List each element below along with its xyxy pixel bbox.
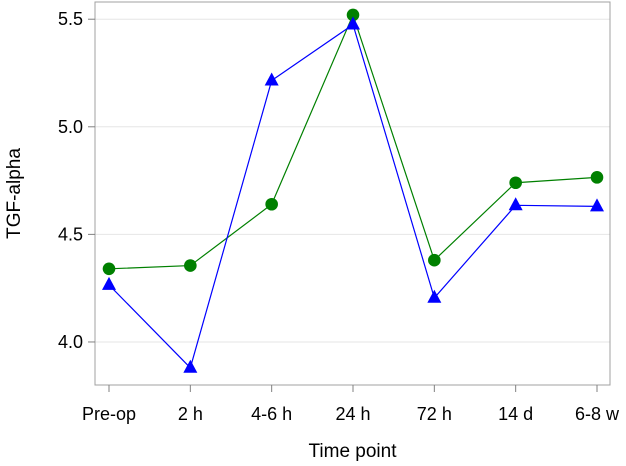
data-point-triangle: [590, 198, 604, 212]
data-point-circle: [184, 259, 197, 272]
data-point-circle: [428, 253, 441, 267]
series-layer: [102, 8, 604, 373]
y-tick-label: 5.0: [58, 117, 83, 137]
x-tick-label: 2 h: [178, 404, 203, 424]
data-point-circle: [590, 171, 604, 184]
data-point-circle: [265, 197, 278, 211]
data-point-triangle: [102, 276, 116, 290]
x-tick-label: 24 h: [335, 404, 370, 424]
x-tick-label: Pre-op: [82, 404, 136, 424]
x-tick-label: 4-6 h: [251, 404, 292, 424]
data-point-circle: [509, 176, 522, 190]
y-tick-label: 4.0: [58, 332, 83, 352]
data-point-triangle: [427, 289, 442, 303]
data-point-triangle: [346, 16, 360, 30]
series-1: [102, 8, 604, 276]
series-line: [108, 13, 598, 270]
data-point-triangle: [264, 72, 279, 86]
series-line: [108, 23, 598, 369]
y-axis-title: TGF-alpha: [4, 148, 25, 239]
data-point-triangle: [508, 197, 523, 211]
x-axis-title: Time point: [309, 441, 398, 461]
x-tick-label: 72 h: [417, 404, 452, 424]
data-point-triangle: [183, 359, 198, 373]
y-axis: 4.0 4.5 5.0 5.5: [58, 9, 95, 352]
series-2: [102, 16, 604, 373]
gridlines: [95, 18, 610, 343]
y-tick-label: 4.5: [58, 224, 83, 244]
data-point-circle: [102, 262, 116, 276]
x-axis: Pre-op 2 h 4-6 h 24 h 72 h 14 d 6-8 w: [82, 385, 620, 424]
x-tick-label: 14 d: [498, 404, 533, 424]
data-point-circle: [346, 8, 360, 22]
plot-area-frame: [94, 1, 611, 386]
y-tick-label: 5.5: [58, 9, 83, 29]
x-tick-label: 6-8 w: [575, 404, 620, 424]
